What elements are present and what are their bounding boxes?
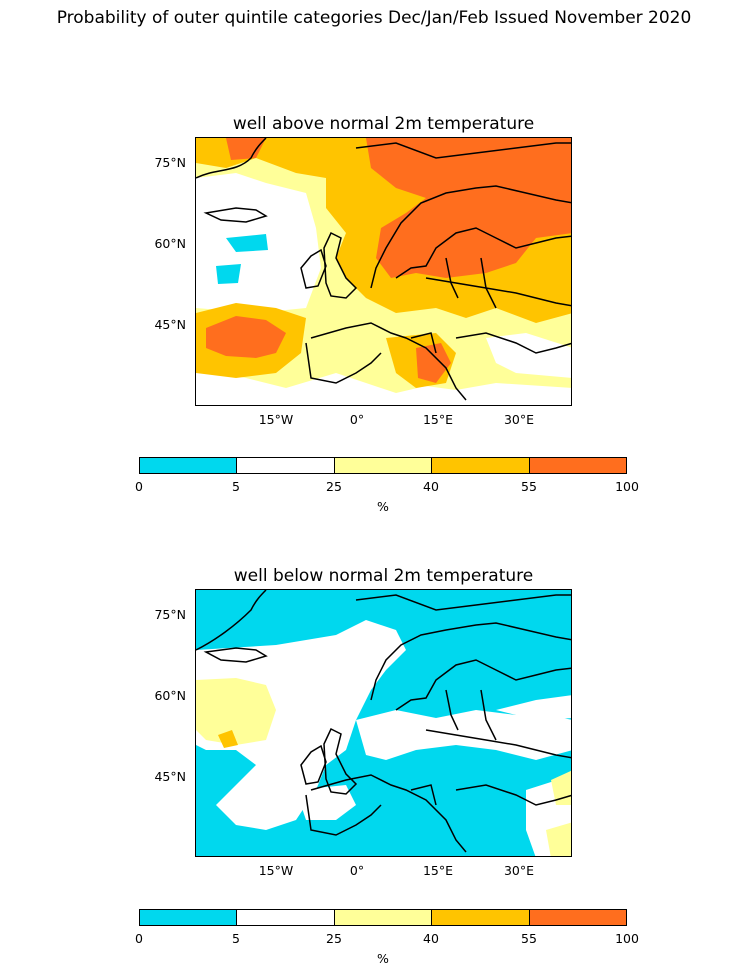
- colorbar-seg-25-40: [334, 458, 433, 473]
- ytick-75n-p1: 75°N: [154, 155, 186, 170]
- panel-title-above: well above normal 2m temperature: [232, 114, 535, 134]
- map-below-normal-svg: [196, 590, 571, 856]
- panel-title-below: well below normal 2m temperature: [233, 566, 534, 586]
- colorbar2-seg-40-55: [432, 910, 530, 925]
- xtick-15e-p2: 15°E: [422, 863, 454, 878]
- xtick-15w-p1: 15°W: [258, 412, 294, 427]
- field-0-5-a: [226, 234, 268, 252]
- field-0-5-b: [216, 264, 241, 284]
- ytick-45n-p2: 45°N: [154, 769, 186, 784]
- colorbar2-seg-0-5: [140, 910, 238, 925]
- field-55-100-greenland: [226, 138, 266, 160]
- colorbar-above: [139, 457, 627, 474]
- field-25-40-se: [546, 822, 571, 856]
- field-25-40-atlantic: [196, 678, 276, 745]
- field-5-25-ne: [496, 695, 571, 720]
- colorbar2-seg-5-25: [237, 910, 335, 925]
- xtick-0-p2: 0°: [349, 863, 365, 878]
- colorbar2-seg-25-40: [334, 910, 433, 925]
- field-55-100-iberia-west: [206, 316, 286, 358]
- cbar-label-5: 5: [232, 479, 240, 494]
- cbar-label-0: 0: [135, 479, 143, 494]
- field-5-25-east: [486, 333, 571, 378]
- colorbar-unit: %: [377, 499, 389, 514]
- xtick-15w-p2: 15°W: [258, 863, 294, 878]
- cbar-label-55: 55: [521, 479, 537, 494]
- cbar-label-40: 40: [423, 479, 439, 494]
- map-below-normal: [195, 589, 572, 857]
- coastlines-below: [196, 590, 571, 853]
- cbar2-label-0: 0: [135, 931, 143, 946]
- xtick-0-p1: 0°: [349, 412, 365, 427]
- cbar2-label-5: 5: [232, 931, 240, 946]
- cbar-label-25: 25: [326, 479, 342, 494]
- cbar-label-100: 100: [615, 479, 639, 494]
- xtick-30e-p2: 30°E: [503, 863, 535, 878]
- cbar2-label-55: 55: [521, 931, 537, 946]
- xtick-30e-p1: 30°E: [503, 412, 535, 427]
- colorbar-seg-55-100: [529, 458, 627, 473]
- colorbar-below: [139, 909, 627, 926]
- map-above-normal-svg: [196, 138, 571, 405]
- ytick-60n-p2: 60°N: [154, 688, 186, 703]
- colorbar-seg-0-5: [140, 458, 238, 473]
- colorbar-seg-5-25: [237, 458, 335, 473]
- field-55-100-scandinavia: [366, 138, 571, 278]
- xtick-15e-p1: 15°E: [422, 412, 454, 427]
- field-40-55-patch: [218, 730, 238, 748]
- colorbar-seg-40-55: [432, 458, 530, 473]
- colorbar2-seg-55-100: [529, 910, 627, 925]
- cbar2-label-100: 100: [615, 931, 639, 946]
- field-55-100-italy: [416, 343, 451, 383]
- figure-title: Probability of outer quintile categories…: [56, 8, 692, 28]
- cbar2-label-25: 25: [326, 931, 342, 946]
- ytick-45n-p1: 45°N: [154, 317, 186, 332]
- colorbar2-unit: %: [377, 951, 389, 966]
- field-5-25-south: [196, 368, 571, 405]
- map-above-normal: [195, 137, 572, 406]
- cbar2-label-40: 40: [423, 931, 439, 946]
- field-5-25-west: [196, 620, 406, 830]
- ytick-75n-p2: 75°N: [154, 607, 186, 622]
- field-5-25-central: [356, 710, 571, 760]
- coastlines-above: [196, 138, 571, 401]
- ytick-60n-p1: 60°N: [154, 236, 186, 251]
